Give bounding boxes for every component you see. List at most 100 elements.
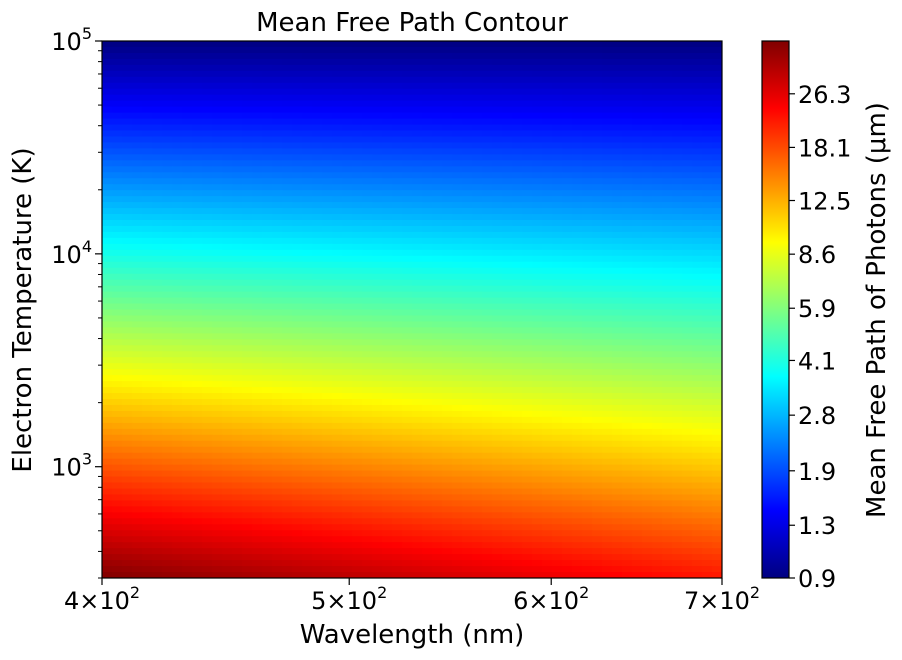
contour-cell — [422, 464, 433, 472]
contour-cell — [712, 500, 722, 507]
contour-cell — [202, 410, 213, 418]
contour-cell — [542, 506, 553, 513]
contour-cell — [222, 315, 233, 323]
contour-cell — [342, 208, 353, 215]
contour-cell — [542, 416, 553, 424]
contour-cell — [222, 333, 233, 340]
contour-cell — [582, 464, 593, 472]
contour-cell — [292, 494, 303, 502]
contour-cell — [622, 458, 633, 466]
contour-cell — [632, 428, 643, 436]
contour-cell — [172, 100, 183, 108]
contour-cell — [132, 279, 143, 287]
contour-cell — [402, 279, 413, 287]
contour-cell — [242, 458, 253, 466]
contour-cell — [302, 46, 313, 54]
contour-cell — [292, 297, 303, 305]
contour-cell — [472, 82, 483, 90]
contour-cell — [372, 106, 383, 114]
contour-cell — [582, 118, 593, 126]
contour-cell — [312, 285, 323, 293]
contour-cell — [152, 303, 163, 311]
contour-cell — [642, 375, 653, 382]
contour-cell — [622, 225, 633, 233]
contour-cell — [692, 279, 703, 287]
contour-cell — [312, 375, 323, 382]
contour-cell — [122, 41, 133, 48]
contour-cell — [242, 76, 253, 84]
contour-cell — [152, 94, 163, 102]
contour-cell — [172, 52, 183, 60]
contour-cell — [602, 94, 613, 102]
contour-cell — [662, 130, 673, 138]
contour-cell — [462, 82, 473, 90]
contour-cell — [622, 351, 633, 358]
contour-cell — [642, 488, 653, 496]
contour-cell — [712, 297, 722, 305]
contour-cell — [472, 440, 483, 448]
contour-cell — [382, 291, 393, 299]
contour-cell — [462, 446, 473, 454]
contour-cell — [422, 231, 433, 239]
contour-cell — [332, 148, 343, 155]
contour-cell — [652, 94, 663, 102]
contour-cell — [492, 136, 503, 144]
contour-cell — [392, 500, 403, 507]
contour-cell — [632, 184, 643, 191]
contour-cell — [192, 482, 203, 490]
contour-cell — [622, 381, 633, 388]
contour-cell — [412, 458, 423, 466]
contour-cell — [302, 64, 313, 72]
contour-cell — [532, 357, 543, 364]
contour-cell — [212, 345, 223, 352]
contour-cell — [692, 267, 703, 275]
contour-cell — [162, 488, 173, 496]
contour-cell — [182, 512, 193, 519]
contour-cell — [182, 375, 193, 382]
contour-cell — [572, 482, 583, 490]
contour-cell — [602, 422, 613, 430]
contour-cell — [512, 154, 523, 161]
contour-cell — [442, 136, 453, 144]
contour-cell — [602, 494, 613, 502]
contour-cell — [262, 41, 273, 48]
contour-cell — [352, 315, 363, 323]
contour-cell — [452, 136, 463, 144]
contour-cell — [522, 434, 533, 442]
contour-cell — [582, 41, 593, 48]
contour-cell — [492, 172, 503, 179]
contour-cell — [292, 52, 303, 60]
contour-cell — [422, 297, 433, 305]
contour-cell — [182, 249, 193, 257]
contour-cell — [222, 41, 233, 48]
contour-cell — [412, 434, 423, 442]
contour-cell — [202, 500, 213, 507]
contour-cell — [472, 237, 483, 245]
contour-cell — [612, 64, 623, 72]
contour-cell — [702, 476, 713, 484]
contour-cell — [132, 220, 143, 227]
contour-cell — [682, 470, 693, 478]
contour-cell — [112, 237, 123, 245]
contour-cell — [352, 404, 363, 412]
contour-cell — [672, 321, 683, 328]
contour-cell — [152, 70, 163, 78]
contour-cell — [222, 220, 233, 227]
contour-cell — [452, 476, 463, 484]
contour-cell — [412, 225, 423, 233]
contour-cell — [182, 196, 193, 203]
contour-cell — [282, 88, 293, 96]
contour-cell — [632, 100, 643, 108]
contour-cell — [262, 184, 273, 191]
contour-cell — [372, 410, 383, 418]
contour-cell — [302, 393, 313, 400]
contour-cell — [162, 434, 173, 442]
contour-cell — [312, 261, 323, 269]
contour-cell — [432, 422, 443, 430]
contour-cell — [552, 64, 563, 72]
contour-cell — [202, 214, 213, 221]
contour-cell — [672, 297, 683, 305]
contour-cell — [632, 363, 643, 370]
contour-cell — [342, 166, 353, 173]
contour-cell — [332, 58, 343, 66]
